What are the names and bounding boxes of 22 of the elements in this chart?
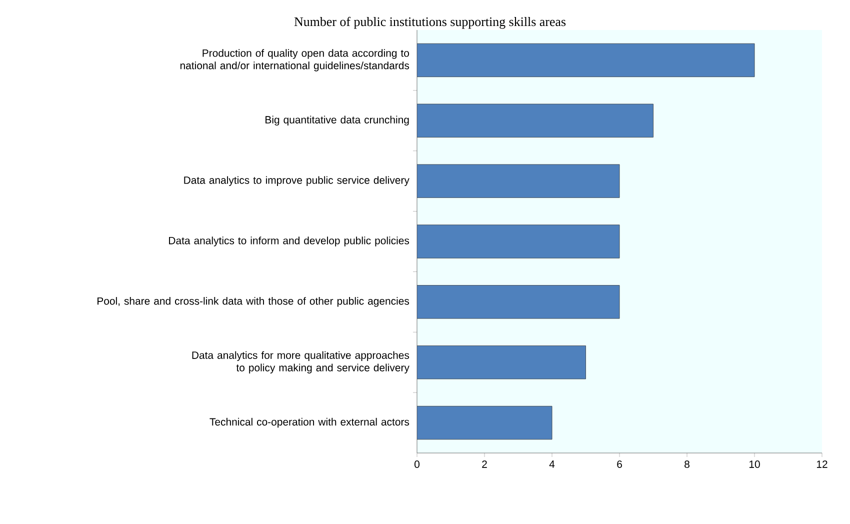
- bar: [417, 43, 755, 78]
- bar: [417, 406, 552, 440]
- x-tick-label: 4: [549, 460, 555, 468]
- x-tick-label: 8: [684, 460, 690, 468]
- x-tick-label: 10: [749, 460, 760, 468]
- y-tick-label: Technical co-operation with external actors: [210, 418, 410, 428]
- y-tick-label: Big quantitative data crunching: [266, 116, 409, 126]
- x-tick-label: 0: [414, 460, 420, 468]
- y-tick-label: Data analytics for more qualitative approaches to policy making and service delivery: [192, 351, 410, 374]
- bar: [417, 346, 586, 380]
- x-tick-label: 2: [482, 460, 487, 468]
- x-tick-label: 12: [816, 460, 828, 468]
- x-tick-label: 6: [617, 460, 622, 468]
- y-tick-label: Data analytics to inform and develop public policies: [169, 236, 410, 246]
- y-tick-label: Pool, share and cross-link data with those of other public agencies: [98, 297, 410, 307]
- y-tick-label: Production of quality open data according to national and/or international guidelines/standards: [180, 49, 410, 72]
- y-tick-label: Data analytics to improve public service delivery: [184, 176, 410, 186]
- bar: [417, 164, 620, 198]
- bar: [417, 224, 620, 258]
- bar: [417, 285, 620, 319]
- chart-title: Number of public institutions supporting skills areas: [294, 16, 566, 29]
- bar: [417, 104, 654, 138]
